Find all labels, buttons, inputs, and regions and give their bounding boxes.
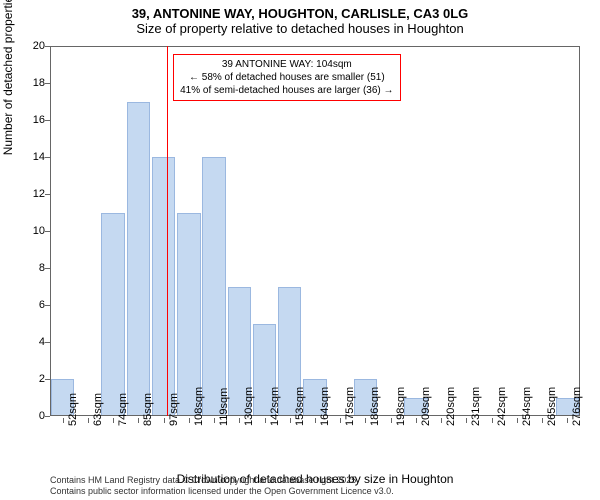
x-tick-label: 276sqm [571,387,583,426]
x-tick-label: 130sqm [243,387,255,426]
x-tick-label: 63sqm [92,393,104,426]
x-tick-mark [466,418,467,423]
x-tick-label: 209sqm [420,387,432,426]
attribution-text: Contains HM Land Registry data © Crown c… [50,475,394,498]
x-tick-label: 74sqm [117,393,129,426]
attribution-line2: Contains public sector information licen… [50,486,394,498]
reference-box-line: 41% of semi-detached houses are larger (… [180,84,393,97]
x-tick-mark [189,418,190,423]
attribution-line1: Contains HM Land Registry data © Crown c… [50,475,394,487]
x-tick-mark [315,418,316,423]
x-tick-mark [567,418,568,423]
x-axis: 52sqm63sqm74sqm85sqm97sqm108sqm119sqm130… [50,418,580,468]
x-tick-mark [542,418,543,423]
x-tick-mark [88,418,89,423]
y-tick-mark [45,379,50,380]
x-tick-label: 108sqm [193,387,205,426]
x-tick-label: 85sqm [142,393,154,426]
x-tick-mark [441,418,442,423]
chart-area: 02468101214161820 52sqm63sqm74sqm85sqm97… [50,46,580,416]
reference-box-line: ← 58% of detached houses are smaller (51… [180,71,393,84]
plot-border [50,46,580,416]
x-tick-label: 52sqm [67,393,79,426]
x-tick-label: 186sqm [369,387,381,426]
x-tick-mark [113,418,114,423]
y-tick-mark [45,268,50,269]
x-tick-mark [416,418,417,423]
x-tick-mark [365,418,366,423]
x-tick-label: 119sqm [218,388,230,426]
reference-annotation: 39 ANTONINE WAY: 104sqm← 58% of detached… [173,54,400,101]
y-tick-label: 10 [33,225,45,237]
y-tick-mark [45,157,50,158]
x-tick-label: 97sqm [168,393,180,426]
y-tick-mark [45,83,50,84]
x-tick-mark [239,418,240,423]
title-address: 39, ANTONINE WAY, HOUGHTON, CARLISLE, CA… [0,0,600,21]
x-tick-label: 175sqm [344,387,356,426]
y-tick-label: 16 [33,114,45,126]
x-tick-label: 220sqm [445,387,457,426]
y-tick-label: 18 [33,77,45,89]
y-tick-mark [45,231,50,232]
y-tick-mark [45,342,50,343]
y-axis: 02468101214161820 [10,46,45,416]
y-axis-label: Number of detached properties [1,0,15,155]
y-tick-label: 12 [33,188,45,200]
y-tick-label: 20 [33,40,45,52]
x-tick-label: 242sqm [496,387,508,426]
x-tick-mark [340,418,341,423]
x-tick-label: 265sqm [546,387,558,426]
y-tick-mark [45,120,50,121]
x-tick-mark [290,418,291,423]
x-tick-label: 153sqm [294,387,306,426]
x-tick-mark [164,418,165,423]
reference-box-line: 39 ANTONINE WAY: 104sqm [180,58,393,71]
x-tick-mark [138,418,139,423]
y-tick-mark [45,305,50,306]
x-tick-mark [214,418,215,423]
x-tick-label: 164sqm [319,387,331,426]
x-tick-label: 198sqm [395,387,407,426]
title-description: Size of property relative to detached ho… [0,21,600,40]
x-tick-label: 142sqm [269,387,281,426]
x-tick-label: 254sqm [521,387,533,426]
x-tick-label: 231sqm [470,387,482,426]
y-tick-mark [45,194,50,195]
reference-line [167,46,168,416]
x-tick-mark [391,418,392,423]
x-tick-mark [63,418,64,423]
x-tick-mark [265,418,266,423]
y-tick-label: 14 [33,151,45,163]
x-tick-mark [492,418,493,423]
x-tick-mark [517,418,518,423]
y-tick-mark [45,46,50,47]
y-tick-mark [45,416,50,417]
